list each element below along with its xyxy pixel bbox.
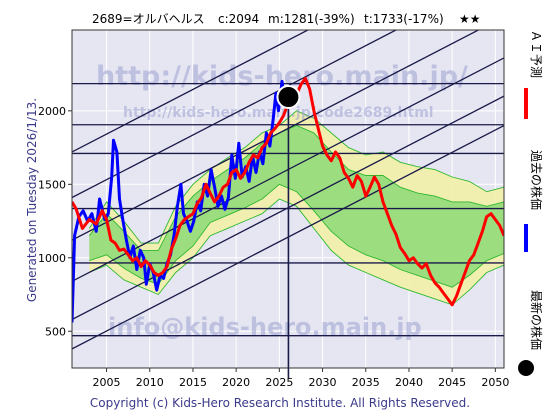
x-tick-label: 2050 <box>481 376 509 389</box>
legend: ＡＩ予測 過去の株価 最新の株価 <box>518 30 544 376</box>
legend-swatch-past <box>524 224 528 252</box>
y-tick-label: 1500 <box>38 178 66 191</box>
legend-swatch-ai <box>524 88 528 119</box>
plot-border <box>71 29 505 369</box>
x-tick-label: 2025 <box>265 376 293 389</box>
generated-date: Generated on Tuesday 2026/1/13. <box>25 98 39 302</box>
y-axis: 500 1000 1500 2000 <box>38 105 72 338</box>
trend-channel-line <box>72 30 310 153</box>
x-tick-label: 2020 <box>222 376 250 389</box>
current-price-stat: c:2094 <box>218 12 259 26</box>
chart-header: 2689=オルバヘルス c:2094 m:1281(-39%) t:1733(-… <box>92 12 481 26</box>
legend-label-past: 過去の株価 <box>529 150 544 210</box>
watermarks: http://kids-hero.main.jp/ http://kids-he… <box>96 61 468 341</box>
legend-swatch-latest <box>518 360 534 376</box>
x-tick-label: 2040 <box>395 376 423 389</box>
x-tick-label: 2010 <box>136 376 164 389</box>
x-tick-label: 2035 <box>352 376 380 389</box>
y-tick-label: 2000 <box>38 105 66 118</box>
band-edge-line <box>88 110 505 244</box>
watermark-email: info@kids-hero.main.jp <box>108 313 422 341</box>
watermark-url-small: http://kids-hero.main.jp/code2689.html <box>123 105 434 121</box>
x-tick-label: 2030 <box>309 376 337 389</box>
band-edge-line <box>88 125 505 251</box>
x-tick-label: 2005 <box>93 376 121 389</box>
target-price-stat: t:1733(-17%) <box>364 12 444 26</box>
stock-title: 2689=オルバヘルス <box>92 12 205 26</box>
current-price-marker-group <box>276 85 301 378</box>
copyright-footer: Copyright (c) Kids-Hero Research Institu… <box>90 396 470 410</box>
legend-label-ai: ＡＩ予測 <box>529 30 543 78</box>
current-price-marker <box>276 85 301 110</box>
x-tick-label: 2045 <box>438 376 466 389</box>
x-tick-label: 2015 <box>179 376 207 389</box>
x-axis: 2005 2010 2015 2020 2025 2030 2035 2040 2045 2050 <box>93 368 509 389</box>
min-price-stat: m:1281(-39%) <box>268 12 355 26</box>
legend-label-latest: 最新の株価 <box>529 290 544 350</box>
band-edge-line <box>89 198 505 306</box>
past-price-line <box>72 79 290 323</box>
rating-stars: ★★ <box>459 12 481 26</box>
y-tick-label: 1000 <box>38 252 66 265</box>
y-tick-label: 500 <box>45 325 66 338</box>
